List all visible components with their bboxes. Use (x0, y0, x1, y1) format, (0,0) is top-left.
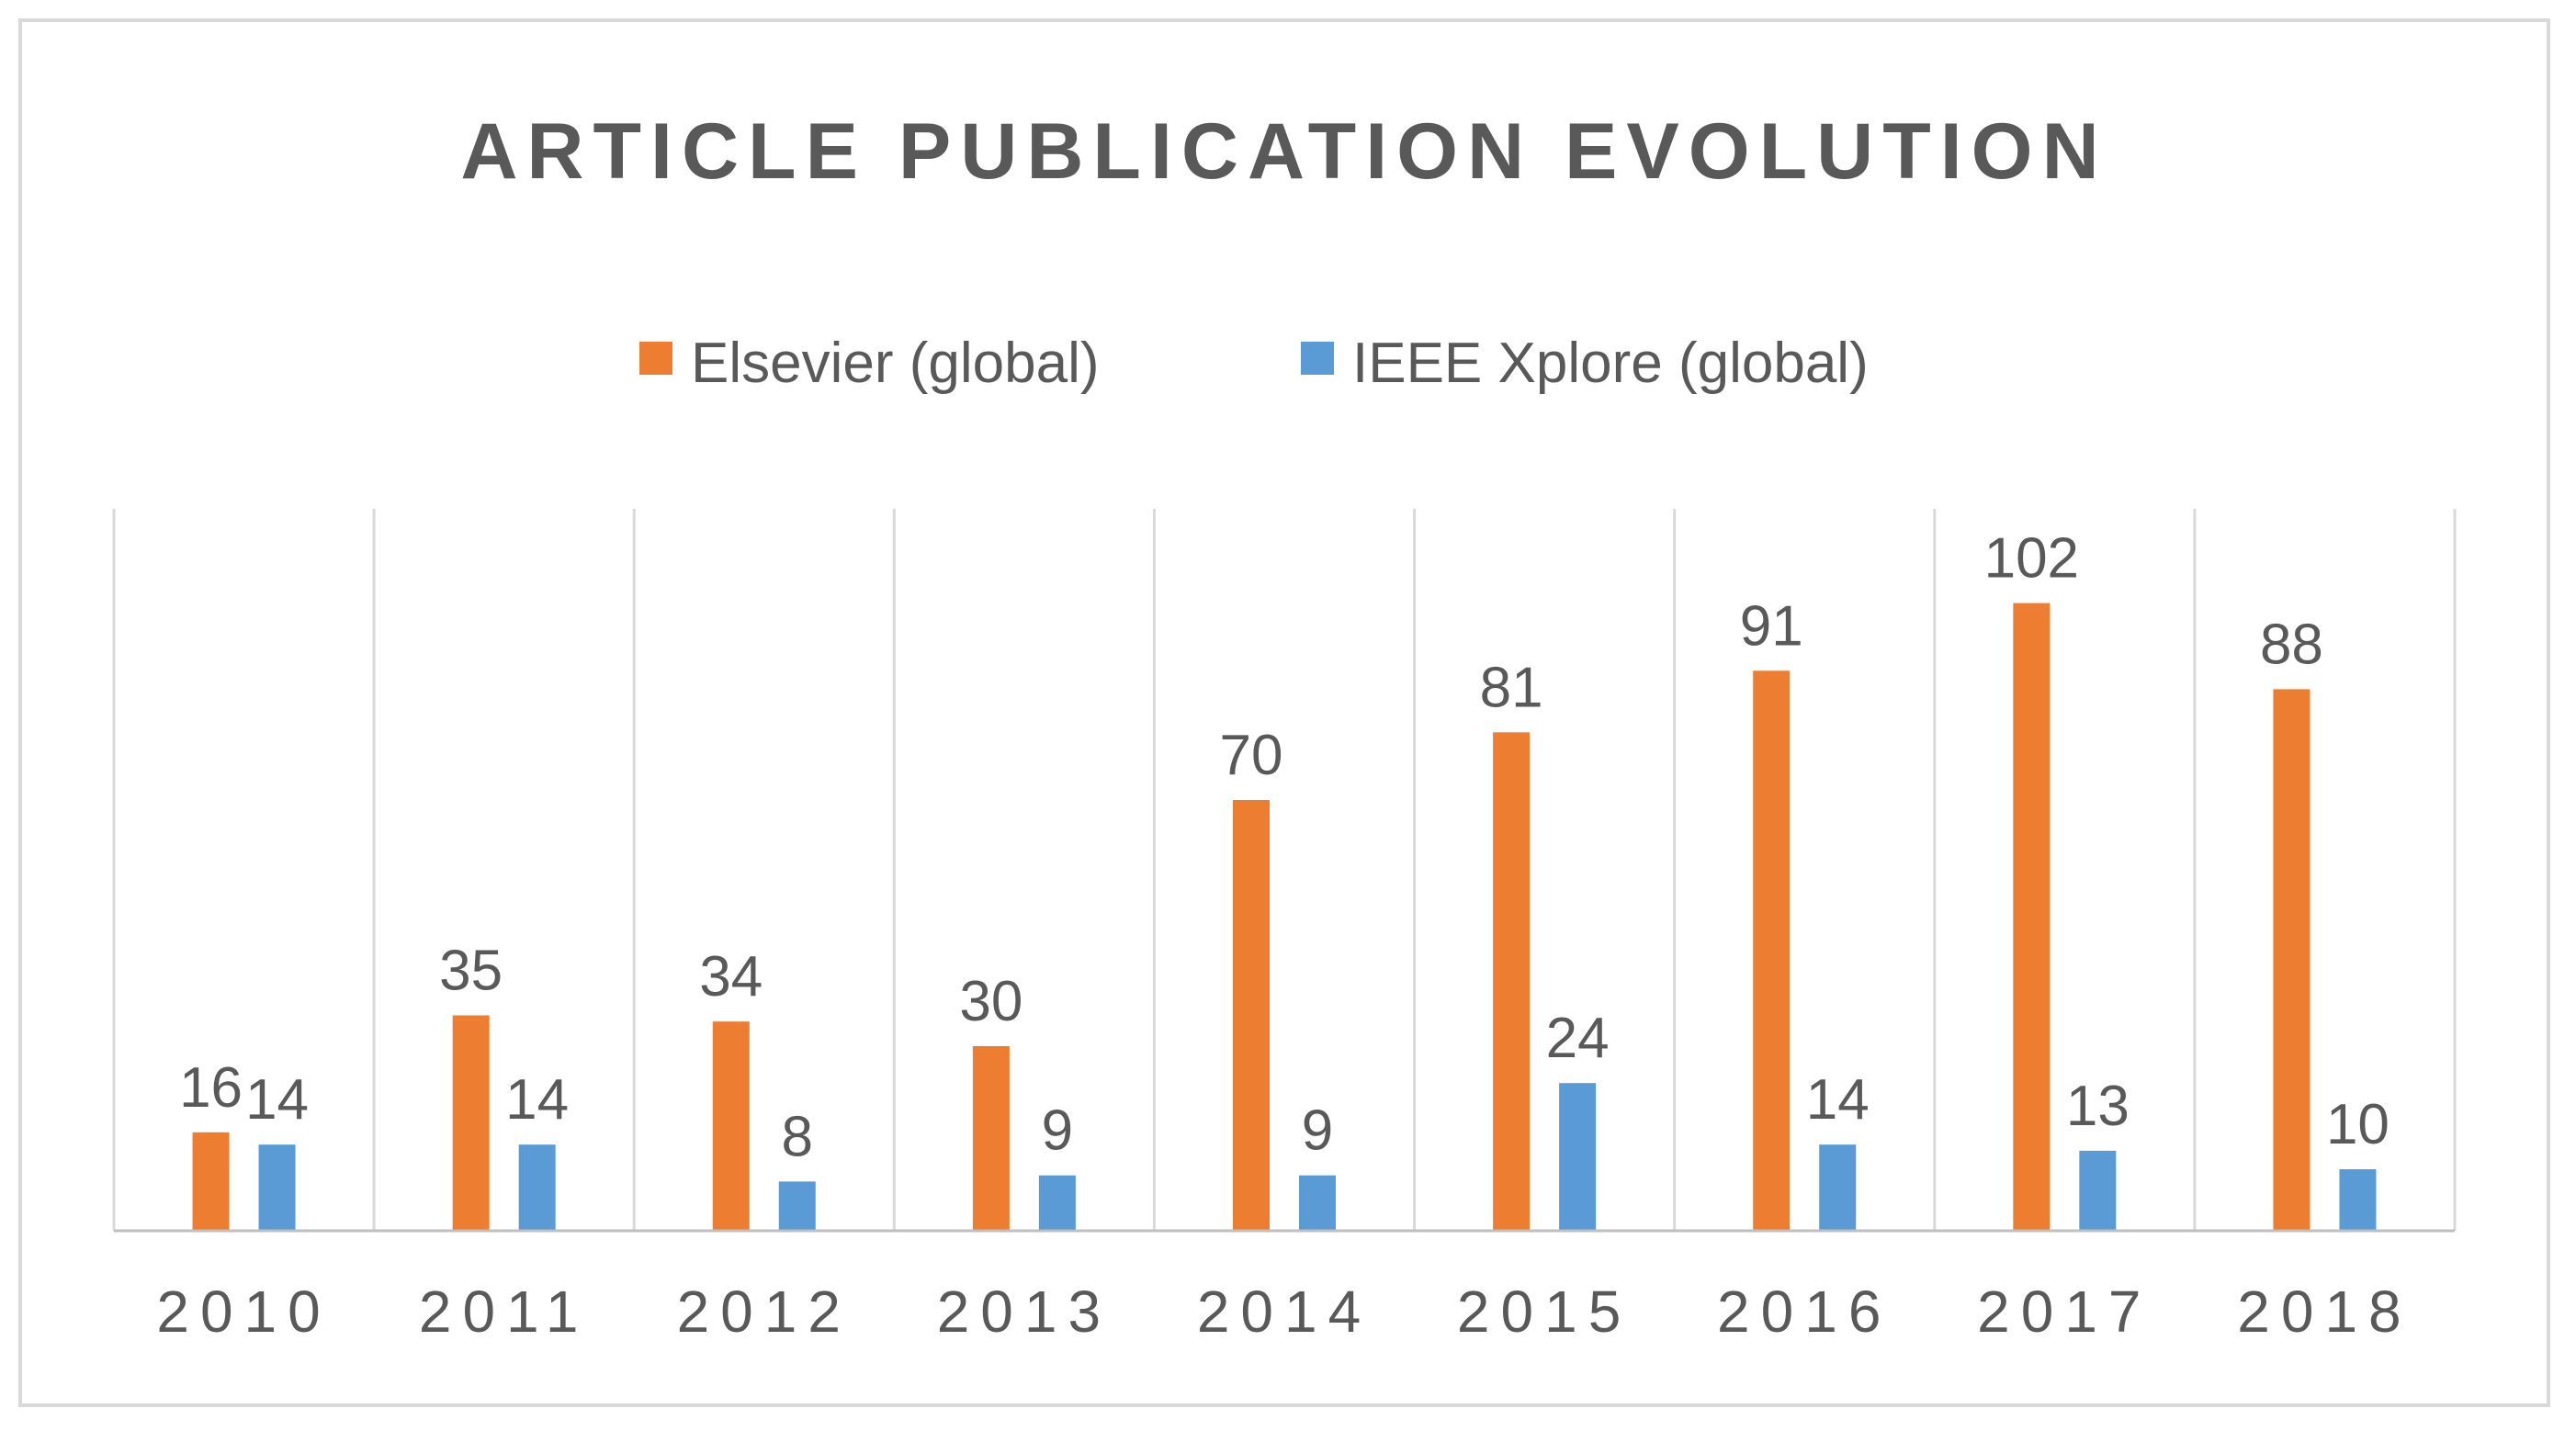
data-label-ieee-2012: 8 (782, 1105, 813, 1168)
bar-ieee-2017 (2079, 1150, 2117, 1231)
bar-ieee-2012 (778, 1181, 816, 1231)
legend: Elsevier (global) IEEE Xplore (global) (639, 332, 1869, 395)
data-label-ieee-2011: 14 (505, 1068, 569, 1132)
x-tick-2012: 2012 (677, 1279, 852, 1345)
data-label-ieee-2015: 24 (1546, 1007, 1610, 1070)
legend-label-elsevier: Elsevier (global) (691, 332, 1100, 395)
bar-ieee-2016 (1819, 1144, 1857, 1231)
legend-swatch-ieee (1301, 342, 1334, 375)
bar-elsevier-2010 (192, 1132, 230, 1231)
legend-swatch-elsevier (639, 342, 672, 375)
chart-svg: ARTICLE PUBLICATION EVOLUTION Elsevier (… (112, 107, 2457, 1345)
bar-elsevier-2011 (452, 1015, 490, 1231)
x-tick-2011: 2011 (419, 1279, 590, 1345)
data-label-elsevier-2012: 34 (699, 945, 763, 1008)
x-tick-2017: 2017 (1977, 1279, 2152, 1345)
data-label-elsevier-2013: 30 (959, 970, 1022, 1033)
x-tick-2010: 2010 (156, 1279, 331, 1345)
data-label-elsevier-2010: 16 (179, 1056, 243, 1120)
x-tick-2014: 2014 (1197, 1279, 1372, 1345)
data-label-elsevier-2011: 35 (439, 940, 503, 1003)
data-label-ieee-2014: 9 (1302, 1099, 1333, 1163)
bar-ieee-2011 (518, 1144, 556, 1231)
data-label-elsevier-2015: 81 (1480, 656, 1543, 719)
data-label-ieee-2016: 14 (1806, 1068, 1870, 1132)
data-label-ieee-2017: 13 (2066, 1075, 2130, 1138)
x-tick-2013: 2013 (937, 1279, 1112, 1345)
bar-elsevier-2015 (1493, 732, 1531, 1231)
bar-ieee-2013 (1038, 1175, 1076, 1231)
bar-elsevier-2012 (712, 1021, 750, 1231)
bar-elsevier-2013 (972, 1046, 1010, 1231)
bar-ieee-2015 (1559, 1083, 1597, 1231)
bar-elsevier-2017 (2013, 603, 2051, 1231)
data-label-elsevier-2014: 70 (1220, 724, 1283, 787)
chart-title: ARTICLE PUBLICATION EVOLUTION (460, 107, 2107, 196)
bar-ieee-2014 (1299, 1175, 1336, 1231)
x-tick-2016: 2016 (1717, 1279, 1892, 1345)
bar-elsevier-2016 (1753, 670, 1791, 1231)
data-label-ieee-2010: 14 (245, 1068, 309, 1132)
data-label-elsevier-2018: 88 (2260, 613, 2323, 676)
category-gridlines (112, 509, 2457, 1231)
data-label-ieee-2018: 10 (2326, 1093, 2390, 1156)
bar-ieee-2018 (2339, 1169, 2377, 1231)
bar-ieee-2010 (258, 1144, 296, 1231)
x-tick-2015: 2015 (1457, 1279, 1632, 1345)
x-tick-2018: 2018 (2237, 1279, 2412, 1345)
legend-label-ieee: IEEE Xplore (global) (1352, 332, 1869, 395)
x-tick-labels: 2010 2011 2012 2013 2014 2015 2016 2017 2018 (156, 1279, 2412, 1345)
bar-elsevier-2018 (2273, 689, 2310, 1231)
bars-group (192, 603, 2377, 1231)
chart-frame: ARTICLE PUBLICATION EVOLUTION Elsevier (… (18, 18, 2550, 1407)
data-label-elsevier-2017: 102 (1984, 527, 2079, 591)
bar-elsevier-2014 (1233, 800, 1270, 1231)
data-label-ieee-2013: 9 (1042, 1099, 1073, 1163)
data-label-elsevier-2016: 91 (1740, 594, 1803, 658)
